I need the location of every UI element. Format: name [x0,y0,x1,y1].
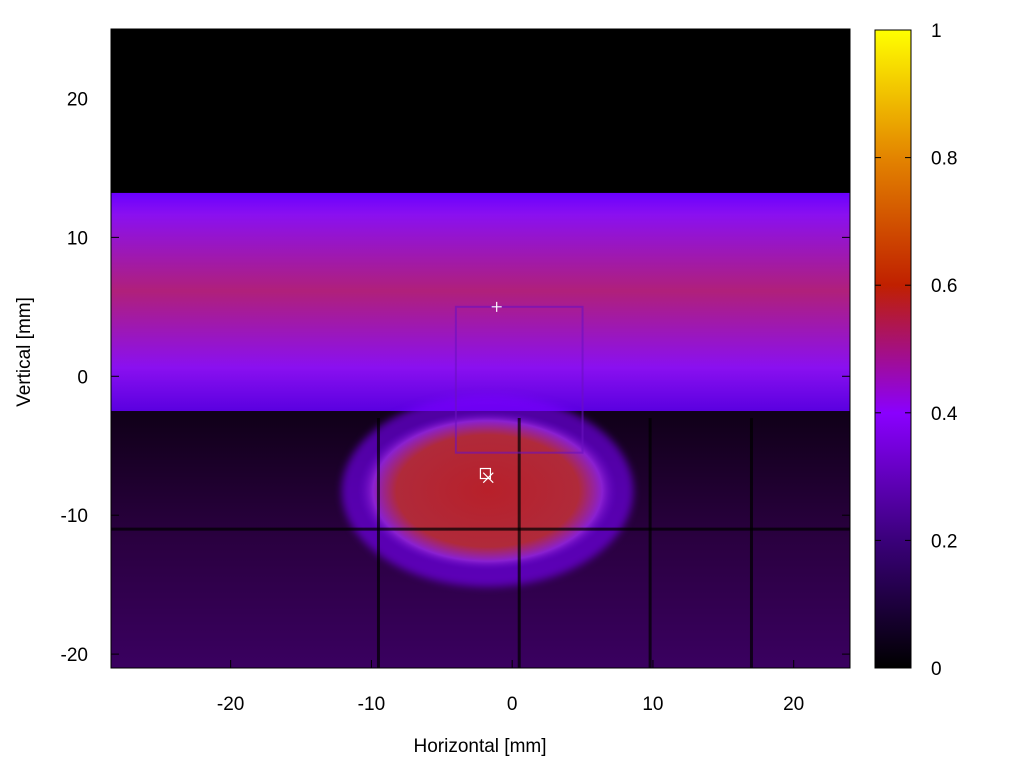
y-tick-label: -10 [61,506,88,527]
markers [479,301,502,484]
colorbar-tick-label: 0 [931,659,942,680]
colorbar-tick-label: 0.6 [931,276,957,297]
marker-plus [491,301,502,312]
colorbar-tick-label: 1 [931,21,942,42]
x-tick-label: 20 [783,694,804,715]
y-axis-title: Vertical [mm] [14,297,35,407]
dark-line [454,305,584,454]
heatmap-upper-band [111,192,850,412]
colorbar-ticks: 0 0.2 0.4 0.6 0.8 1 [875,21,958,680]
colorbar-tick-label: 0.2 [931,531,957,552]
colorbar-tick-label: 0.4 [931,404,958,425]
y-tick-label: 10 [67,228,88,249]
x-tick-label: 10 [642,694,663,715]
y-tick-label: 0 [77,367,88,388]
heatmap-central-ellipse [357,411,618,571]
x-tick-label: -20 [217,694,244,715]
x-axis-ticks: -20 -10 0 10 20 [217,29,804,715]
heatmap-dark-lines [111,305,850,668]
y-axis-ticks: -20 -10 0 10 20 [61,89,850,666]
marker-square [479,467,492,480]
plot-frame [110,28,851,669]
colorbar-tick-label: 0.8 [931,149,957,170]
y-tick-label: -20 [61,645,88,666]
x-axis-title: Horizontal [mm] [413,736,546,757]
marker-x [482,472,494,484]
y-tick-label: 20 [67,89,88,110]
x-tick-label: -10 [358,694,385,715]
x-tick-label: 0 [507,694,518,715]
colorbar [874,29,912,669]
heatmap-area [111,29,850,668]
